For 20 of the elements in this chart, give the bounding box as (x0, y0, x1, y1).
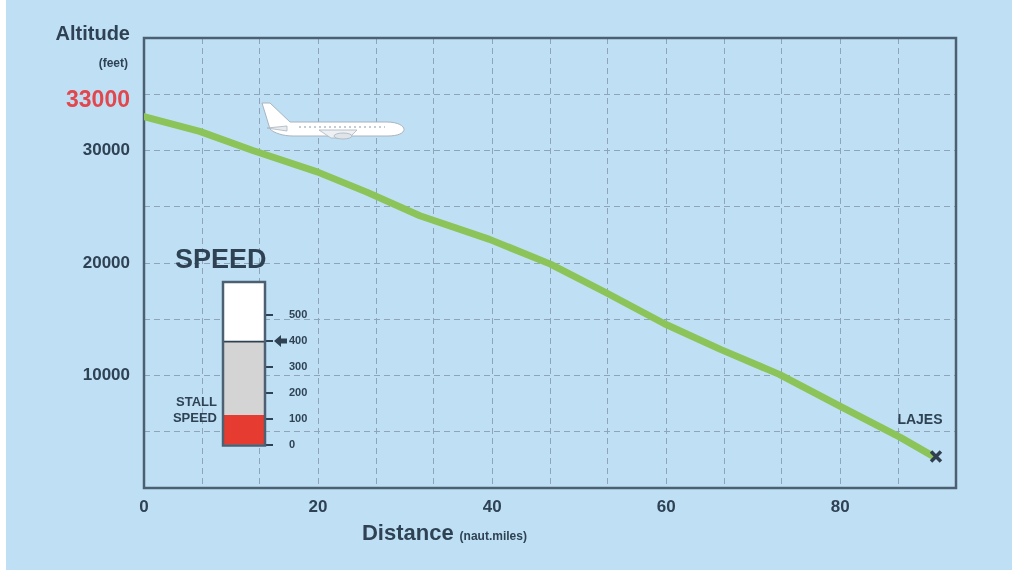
x-tick-label: 80 (830, 496, 850, 516)
y-tick-label: 200 (289, 386, 308, 399)
y-tick-label: 0 (289, 438, 296, 451)
y-tick-label: 400 (289, 333, 308, 346)
data-label: 33000 (66, 86, 130, 113)
y-tick-label: 100 (289, 412, 308, 425)
y-tick-label: 10000 (82, 365, 130, 385)
chart-title: SPEED (175, 244, 267, 274)
x-tick-label: 60 (656, 496, 676, 516)
y-tick-label: 30000 (82, 140, 130, 160)
annotation: LAJES (897, 411, 943, 428)
x-tick-label: 20 (308, 496, 328, 516)
y-tick-label: 300 (289, 360, 308, 372)
x-tick-label: 0 (139, 496, 149, 516)
x-tick-label: 40 (482, 496, 502, 516)
y-tick-label: 20000 (82, 252, 130, 272)
y-tick-label: 500 (289, 307, 308, 320)
y-axis-title: Altitude (feet) (55, 22, 130, 70)
x-axis-title: Distance (naut.miles) (361, 520, 527, 545)
series-label: STALL SPEED (172, 394, 218, 426)
